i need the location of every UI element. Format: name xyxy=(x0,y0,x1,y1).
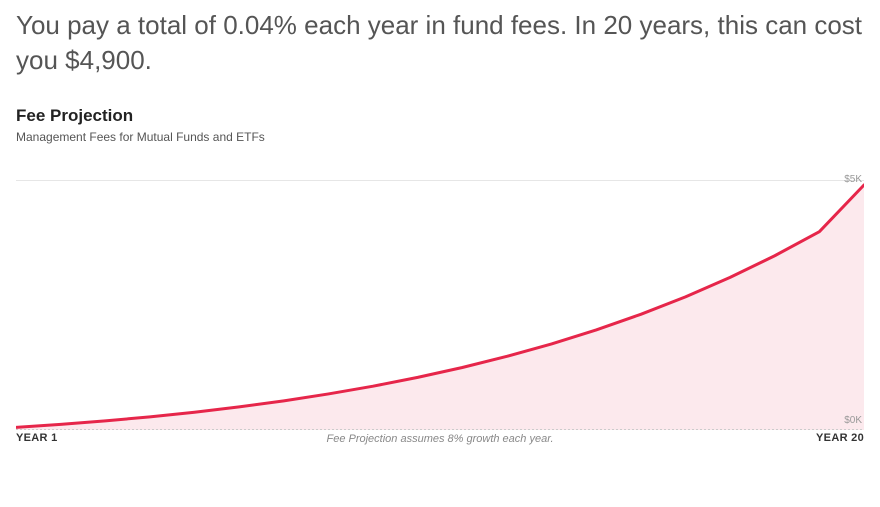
chart-svg xyxy=(16,180,864,430)
chart-title: Fee Projection xyxy=(16,106,864,126)
fee-projection-chart: $5K $0K xyxy=(16,180,864,430)
y-tick-max: $5K xyxy=(844,174,862,185)
chart-footnote: Fee Projection assumes 8% growth each ye… xyxy=(326,433,553,445)
x-label-start: YEAR 1 xyxy=(16,432,58,444)
page-headline: You pay a total of 0.04% each year in fu… xyxy=(16,8,864,78)
y-tick-min: $0K xyxy=(844,415,862,426)
x-axis: YEAR 1 Fee Projection assumes 8% growth … xyxy=(16,432,864,450)
x-label-end: YEAR 20 xyxy=(816,432,864,444)
chart-subtitle: Management Fees for Mutual Funds and ETF… xyxy=(16,130,864,144)
